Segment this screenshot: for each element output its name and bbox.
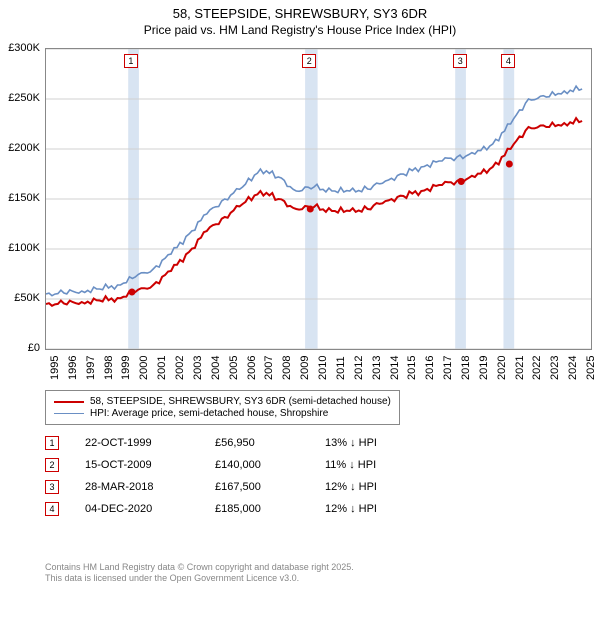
x-tick-label: 2011 — [335, 356, 347, 380]
sale-price: £56,950 — [215, 437, 325, 449]
x-tick-label: 1999 — [120, 356, 132, 380]
event-marker: 1 — [124, 54, 138, 68]
x-tick-label: 1995 — [49, 356, 61, 380]
x-tick-label: 2018 — [460, 356, 472, 380]
sale-row: 122-OCT-1999£56,95013% ↓ HPI — [39, 432, 435, 454]
sale-hpi: 13% ↓ HPI — [325, 437, 435, 449]
x-tick-label: 2012 — [353, 356, 365, 380]
x-tick-label: 1998 — [103, 356, 115, 380]
x-tick-label: 2002 — [174, 356, 186, 380]
x-tick-label: 2009 — [299, 356, 311, 380]
chart-plot-area — [45, 48, 592, 350]
x-tick-label: 1997 — [85, 356, 97, 380]
sale-row: 328-MAR-2018£167,50012% ↓ HPI — [39, 476, 435, 498]
x-tick-label: 2020 — [496, 356, 508, 380]
x-tick-label: 2010 — [317, 356, 329, 380]
x-tick-label: 2003 — [192, 356, 204, 380]
y-tick-label: £100K — [2, 242, 40, 254]
event-marker: 3 — [453, 54, 467, 68]
x-tick-label: 2014 — [389, 356, 401, 380]
sale-price: £185,000 — [215, 503, 325, 515]
title-line2: Price paid vs. HM Land Registry's House … — [0, 23, 600, 41]
y-tick-label: £200K — [2, 142, 40, 154]
event-marker: 4 — [501, 54, 515, 68]
x-tick-label: 2025 — [585, 356, 597, 380]
x-tick-label: 2024 — [567, 356, 579, 380]
x-tick-label: 2013 — [371, 356, 383, 380]
x-tick-label: 2000 — [138, 356, 150, 380]
y-tick-label: £150K — [2, 192, 40, 204]
x-tick-label: 2021 — [514, 356, 526, 380]
x-tick-label: 2007 — [263, 356, 275, 380]
event-marker: 2 — [302, 54, 316, 68]
x-tick-label: 2015 — [406, 356, 418, 380]
sale-date: 28-MAR-2018 — [85, 481, 215, 493]
footer: Contains HM Land Registry data © Crown c… — [39, 562, 360, 585]
y-tick-label: £300K — [2, 42, 40, 54]
x-tick-label: 2016 — [424, 356, 436, 380]
title-line1: 58, STEEPSIDE, SHREWSBURY, SY3 6DR — [0, 0, 600, 23]
y-tick-label: £250K — [2, 92, 40, 104]
x-tick-label: 2019 — [478, 356, 490, 380]
x-tick-label: 2001 — [156, 356, 168, 380]
footer-line1: Contains HM Land Registry data © Crown c… — [45, 562, 354, 573]
legend-item: HPI: Average price, semi-detached house,… — [54, 408, 391, 419]
sale-row: 404-DEC-2020£185,00012% ↓ HPI — [39, 498, 435, 520]
sale-date: 04-DEC-2020 — [85, 503, 215, 515]
sale-row: 215-OCT-2009£140,00011% ↓ HPI — [39, 454, 435, 476]
sale-price: £167,500 — [215, 481, 325, 493]
x-tick-label: 1996 — [67, 356, 79, 380]
y-tick-label: £0 — [2, 342, 40, 354]
legend-item: 58, STEEPSIDE, SHREWSBURY, SY3 6DR (semi… — [54, 396, 391, 407]
sale-hpi: 12% ↓ HPI — [325, 481, 435, 493]
sale-price: £140,000 — [215, 459, 325, 471]
chart-svg — [46, 49, 591, 349]
sale-date: 15-OCT-2009 — [85, 459, 215, 471]
x-tick-label: 2008 — [281, 356, 293, 380]
sale-hpi: 12% ↓ HPI — [325, 503, 435, 515]
x-tick-label: 2006 — [246, 356, 258, 380]
x-tick-label: 2017 — [442, 356, 454, 380]
x-tick-label: 2022 — [531, 356, 543, 380]
x-tick-label: 2005 — [228, 356, 240, 380]
x-tick-label: 2004 — [210, 356, 222, 380]
y-tick-label: £50K — [2, 292, 40, 304]
sale-hpi: 11% ↓ HPI — [325, 459, 435, 471]
sale-date: 22-OCT-1999 — [85, 437, 215, 449]
sales-table: 122-OCT-1999£56,95013% ↓ HPI215-OCT-2009… — [39, 432, 435, 520]
footer-line2: This data is licensed under the Open Gov… — [45, 573, 354, 584]
legend: 58, STEEPSIDE, SHREWSBURY, SY3 6DR (semi… — [45, 390, 400, 425]
chart-container: 58, STEEPSIDE, SHREWSBURY, SY3 6DR Price… — [0, 0, 600, 620]
x-tick-label: 2023 — [549, 356, 561, 380]
